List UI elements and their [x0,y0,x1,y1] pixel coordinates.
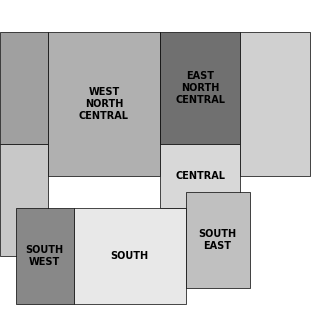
Text: WEST
NORTH
CENTRAL: WEST NORTH CENTRAL [79,87,129,121]
Text: EAST
NORTH
CENTRAL: EAST NORTH CENTRAL [175,71,225,105]
FancyBboxPatch shape [0,32,48,144]
Text: SOUTH
EAST: SOUTH EAST [198,229,237,251]
FancyBboxPatch shape [186,192,250,288]
Text: SOUTH
WEST: SOUTH WEST [26,245,64,267]
FancyBboxPatch shape [240,32,310,176]
FancyBboxPatch shape [160,32,240,144]
Text: SOUTH: SOUTH [110,251,149,261]
FancyBboxPatch shape [74,208,186,304]
FancyBboxPatch shape [0,144,48,256]
FancyBboxPatch shape [48,32,160,176]
FancyBboxPatch shape [16,208,74,304]
FancyBboxPatch shape [160,144,240,208]
Text: CENTRAL: CENTRAL [175,171,225,181]
